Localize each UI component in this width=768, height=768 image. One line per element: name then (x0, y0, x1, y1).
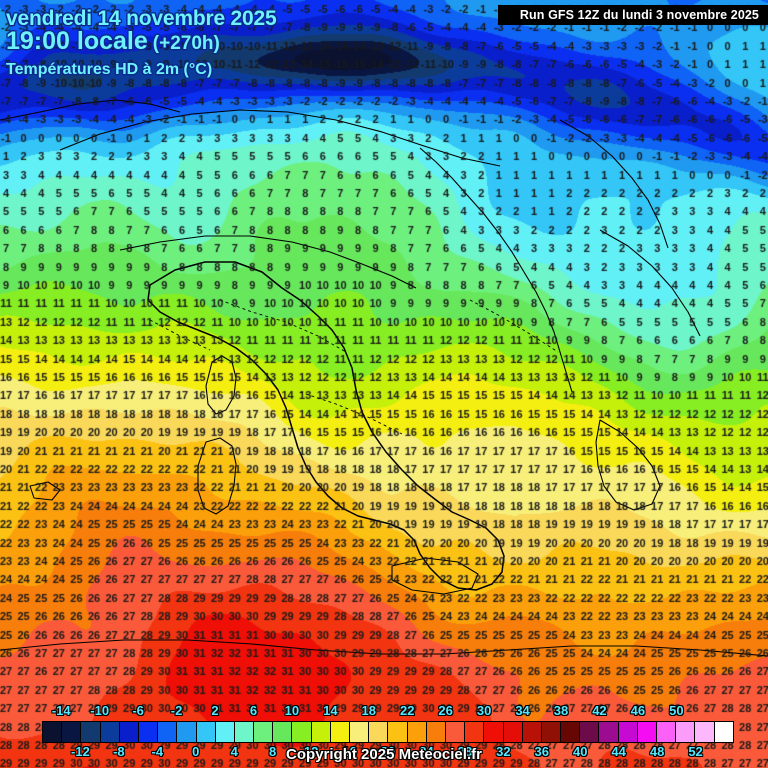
legend-tick-top: 18 (361, 703, 376, 718)
legend-swatch[interactable] (407, 722, 427, 742)
legend-swatch[interactable] (388, 722, 408, 742)
model-run-bar: Run GFS 12Z du lundi 3 novembre 2025 (497, 5, 768, 25)
legend-tick-top: 42 (592, 703, 607, 718)
legend-swatch[interactable] (561, 722, 581, 742)
legend-swatch[interactable] (637, 722, 657, 742)
legend-swatch[interactable] (676, 722, 696, 742)
color-scale-legend: -14 -10 -6 -2 2 6 10 14 18 22 26 30 34 38 42 46 50 -12 -8-… (0, 700, 768, 768)
legend-swatch[interactable] (522, 722, 542, 742)
legend-swatch[interactable] (43, 722, 63, 742)
legend-swatch[interactable] (273, 722, 293, 742)
legend-tick-top: -14 (51, 703, 71, 718)
legend-tick-top: 14 (323, 703, 338, 718)
legend-tick-bottom: 0 (192, 744, 200, 759)
legend-tick-top: -6 (132, 703, 144, 718)
legend-tick-bottom: 36 (534, 744, 549, 759)
legend-swatch[interactable] (426, 722, 446, 742)
legend-swatch[interactable] (599, 722, 619, 742)
legend-swatch[interactable] (234, 722, 255, 742)
legend-tick-top: 50 (669, 703, 684, 718)
legend-swatch[interactable] (330, 722, 350, 742)
legend-swatch[interactable] (215, 722, 235, 742)
legend-tick-bottom: -8 (113, 744, 125, 759)
legend-tick-bottom: -4 (151, 744, 164, 759)
legend-swatch[interactable] (311, 722, 331, 742)
legend-tick-bottom: 48 (649, 744, 665, 759)
legend-swatch[interactable] (695, 722, 715, 742)
legend-color-bar[interactable] (42, 721, 734, 743)
legend-tick-bottom: 4 (230, 744, 238, 759)
legend-swatch[interactable] (541, 722, 562, 742)
legend-tick-bottom: 40 (572, 744, 588, 759)
legend-swatch[interactable] (196, 722, 216, 742)
legend-tick-top: 46 (630, 703, 646, 718)
legend-swatch[interactable] (292, 722, 312, 742)
copyright-label: Copyright 2025 Meteociel.fr (286, 746, 482, 763)
legend-tick-bottom: 52 (688, 744, 703, 759)
legend-swatch[interactable] (119, 722, 139, 742)
legend-tick-top: 38 (553, 703, 569, 718)
legend-swatch[interactable] (158, 722, 178, 742)
legend-swatch[interactable] (484, 722, 504, 742)
legend-tick-bottom: 44 (611, 744, 626, 759)
legend-tick-top: 22 (399, 703, 415, 718)
legend-tick-bottom: 28 (457, 744, 473, 759)
legend-tick-bottom: 12 (303, 744, 319, 759)
legend-tick-top: 26 (438, 703, 453, 718)
legend-swatch[interactable] (580, 722, 600, 742)
legend-swatch[interactable] (657, 722, 677, 742)
legend-swatch[interactable] (177, 722, 197, 742)
legend-swatch[interactable] (254, 722, 274, 742)
legend-tick-bottom: -12 (71, 744, 90, 759)
temperature-value-grid (0, 0, 768, 700)
legend-swatch[interactable] (503, 722, 523, 742)
legend-swatch[interactable] (62, 722, 82, 742)
legend-tick-top: 6 (249, 703, 258, 718)
legend-tick-bottom: 8 (269, 744, 277, 759)
legend-tick-top: 34 (515, 703, 530, 718)
legend-swatch[interactable] (369, 722, 389, 742)
legend-swatch[interactable] (138, 722, 159, 742)
legend-tick-bottom: 24 (419, 744, 434, 759)
legend-swatch[interactable] (465, 722, 485, 742)
legend-tick-top: -2 (170, 703, 183, 718)
legend-tick-bottom: 32 (496, 744, 511, 759)
legend-tick-top: -10 (90, 703, 110, 718)
legend-swatch[interactable] (445, 722, 466, 742)
legend-tick-top: 10 (284, 703, 300, 718)
legend-swatch[interactable] (81, 722, 101, 742)
legend-swatch[interactable] (350, 722, 370, 742)
legend-tick-top: 30 (476, 703, 492, 718)
legend-tick-bottom: 16 (342, 744, 357, 759)
legend-tick-top: 2 (211, 703, 219, 718)
legend-swatch[interactable] (714, 722, 733, 742)
legend-tick-bottom: 20 (380, 744, 396, 759)
legend-swatch[interactable] (618, 722, 638, 742)
model-run-label: Run GFS 12Z du lundi 3 novembre 2025 (519, 8, 759, 22)
legend-swatch[interactable] (100, 722, 120, 742)
temperature-map[interactable] (0, 0, 768, 700)
